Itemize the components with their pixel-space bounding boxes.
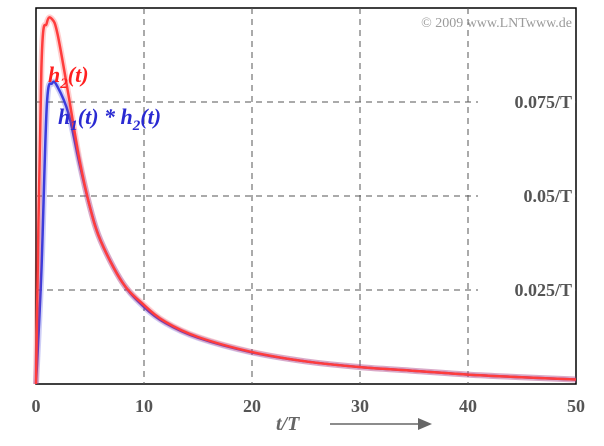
x-tick-label: 50	[567, 396, 585, 416]
x-axis-arrow-head	[418, 418, 432, 430]
curves	[33, 14, 577, 385]
x-tick-label: 30	[351, 396, 369, 416]
grid-lines	[36, 8, 576, 384]
y-level-label-bg	[478, 279, 572, 301]
legend-conv: h1(t) * h2(t)	[58, 104, 161, 134]
legend-h2-base: h	[48, 62, 60, 87]
y-level-label: 0.075/T	[514, 92, 572, 112]
legend-h2-arg: (t)	[68, 62, 89, 87]
x-axis-label: t/T	[276, 413, 300, 435]
legend-conv-arg: (t)	[140, 104, 161, 129]
legend-conv-base1: h	[58, 104, 70, 129]
y-level-label: 0.025/T	[514, 280, 572, 300]
series-line-0	[34, 16, 577, 385]
legend-conv-sub1: 1	[70, 118, 78, 134]
legend-conv-sub2: 2	[132, 118, 141, 134]
x-tick-label: 20	[243, 396, 261, 416]
x-tick-labels: 0 10 20 30 40 50	[32, 396, 586, 416]
legend-h2-sub: 2	[59, 76, 68, 92]
legend-conv-mid: (t) *	[78, 104, 121, 129]
x-tick-label: 0	[32, 396, 41, 416]
y-level-labels: 0.075/T 0.05/T 0.025/T	[478, 91, 572, 301]
y-level-label: 0.05/T	[523, 186, 572, 206]
x-tick-label: 10	[135, 396, 153, 416]
y-level-label-bg	[478, 91, 572, 113]
x-tick-label: 40	[459, 396, 477, 416]
legend-h2: h2(t)	[48, 62, 89, 92]
y-level-label-bg	[478, 185, 572, 207]
legend-conv-base2: h	[121, 104, 133, 129]
copyright-text: © 2009 www.LNTwww.de	[421, 16, 572, 31]
